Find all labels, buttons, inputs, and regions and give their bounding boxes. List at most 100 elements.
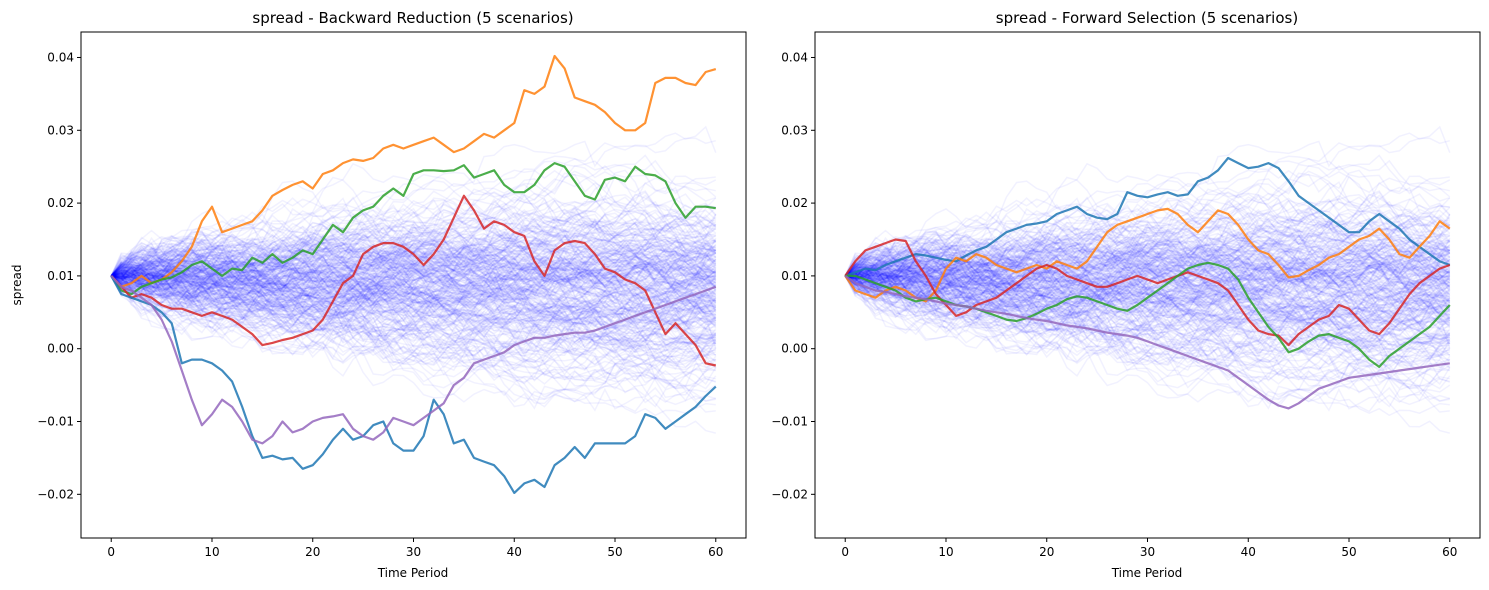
background-path [111,240,717,330]
background-path [110,255,717,327]
background-path [110,262,717,332]
background-path [110,264,717,319]
background-path [110,220,717,283]
background-path [110,208,717,277]
background-path [844,261,1451,408]
y-tick-label: 0.03 [781,123,808,137]
background-path [844,223,1451,298]
background-path [110,270,716,417]
background-path [844,185,1450,284]
background-path [845,257,1451,324]
background-path [111,255,717,306]
background-path [845,240,1450,344]
chart-title-left: spread - Backward Reduction (5 scenarios… [252,9,573,27]
background-path [110,255,717,310]
background-path [111,273,716,333]
background-path [110,246,717,328]
background-path [844,254,1450,317]
background-path [844,275,1451,381]
background-path [111,273,717,352]
background-path [844,231,1450,298]
background-path [110,237,717,315]
background-path [845,240,1451,365]
background-path [844,257,1451,342]
background-path [111,237,717,345]
background-path [844,208,1450,308]
background-path [111,243,716,308]
background-path [844,252,1451,369]
background-path [110,234,717,285]
background-path [845,255,1451,306]
background-path [111,222,717,287]
background-path [844,275,1451,365]
background-path [845,243,1451,288]
background-path [110,137,716,279]
background-path [845,229,1450,325]
background-path [111,257,717,324]
background-path [110,238,717,294]
background-path [110,275,717,383]
y-tick-label: −0.01 [771,415,808,429]
background-path [844,197,1451,327]
background-path [110,213,717,305]
scenario-line-3 [110,194,717,367]
background-path [111,223,717,292]
background-path [845,264,1451,348]
scenario-line-2 [110,162,716,296]
background-path [844,232,1451,370]
background-path [110,256,717,304]
background-path [844,219,1451,311]
background-path [111,255,716,346]
background-path [844,258,1450,326]
background-path [111,246,717,302]
background-path [110,251,717,325]
background-path [110,219,717,303]
background-path [845,263,1451,338]
background-path [110,250,717,310]
background-path [110,190,716,277]
background-path [844,220,1451,300]
background-path [111,250,717,327]
background-path [111,234,716,350]
background-path [110,233,717,305]
background-path [844,271,1450,383]
background-path [845,266,1451,363]
background-path [844,234,1451,295]
background-path [110,275,717,345]
background-path [111,255,717,330]
background-path [110,234,717,327]
background-path [844,207,1451,281]
background-path [844,244,1451,316]
background-path [845,222,1451,287]
background-path [844,233,1451,305]
background-path [844,229,1450,320]
background-path [844,247,1450,299]
background-path [844,201,1451,288]
background-path [110,155,717,277]
background-path [845,250,1451,327]
background-path [110,235,717,277]
y-tick-label: 0.02 [47,196,74,210]
background-path [845,234,1450,350]
background-path [844,275,1451,340]
background-path [110,203,717,289]
background-path [844,253,1451,331]
background-path [844,259,1451,351]
x-tick-label: 20 [305,545,320,559]
background-path [844,164,1451,315]
background-path [111,275,717,324]
background-path [110,265,716,319]
background-path [110,275,716,383]
background-path [110,169,717,277]
background-path [110,245,716,383]
background-path [845,237,1451,345]
background-path [845,194,1451,277]
background-path [110,208,716,297]
x-tick-label: 30 [406,545,421,559]
background-path [110,272,716,413]
background-path [111,241,717,326]
background-path [844,255,1451,327]
background-path [111,268,717,363]
background-path [110,275,717,354]
background-path [844,242,1451,304]
